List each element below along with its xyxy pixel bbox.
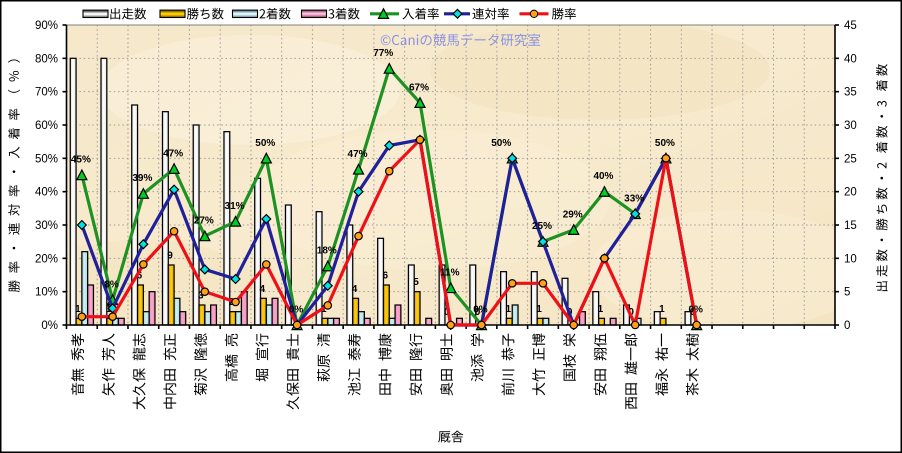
svg-text:10: 10 bbox=[844, 253, 857, 265]
svg-text:50%: 50% bbox=[255, 138, 275, 149]
svg-text:1: 1 bbox=[536, 304, 542, 315]
svg-text:0%: 0% bbox=[41, 320, 58, 332]
svg-text:0: 0 bbox=[475, 307, 481, 318]
svg-text:5: 5 bbox=[413, 277, 419, 288]
svg-text:6: 6 bbox=[382, 271, 388, 282]
svg-text:18%: 18% bbox=[317, 246, 337, 257]
svg-text:50%: 50% bbox=[655, 138, 675, 149]
svg-text:0: 0 bbox=[628, 307, 634, 318]
svg-text:50%: 50% bbox=[491, 138, 511, 149]
svg-text:25: 25 bbox=[844, 153, 857, 165]
svg-text:45: 45 bbox=[844, 20, 857, 32]
svg-text:40: 40 bbox=[844, 53, 857, 65]
svg-text:40%: 40% bbox=[593, 171, 613, 182]
svg-text:45%: 45% bbox=[71, 155, 91, 166]
svg-text:40%: 40% bbox=[35, 187, 58, 199]
svg-text:15: 15 bbox=[844, 220, 857, 232]
svg-text:47%: 47% bbox=[348, 149, 368, 160]
svg-text:1: 1 bbox=[598, 304, 604, 315]
svg-text:4: 4 bbox=[352, 284, 358, 295]
svg-text:10%: 10% bbox=[35, 287, 58, 299]
svg-text:0%: 0% bbox=[473, 305, 488, 316]
svg-text:80%: 80% bbox=[35, 53, 58, 65]
svg-text:6: 6 bbox=[137, 271, 143, 282]
svg-text:0%: 0% bbox=[688, 305, 703, 316]
svg-text:0%: 0% bbox=[289, 305, 304, 316]
svg-text:47%: 47% bbox=[163, 148, 183, 159]
svg-text:11%: 11% bbox=[440, 267, 460, 278]
svg-text:33%: 33% bbox=[624, 193, 644, 204]
svg-text:0: 0 bbox=[844, 320, 850, 332]
svg-text:20: 20 bbox=[844, 187, 857, 199]
svg-text:39%: 39% bbox=[132, 173, 152, 184]
svg-text:3: 3 bbox=[198, 291, 204, 302]
svg-text:60%: 60% bbox=[35, 120, 58, 132]
svg-text:31%: 31% bbox=[225, 201, 245, 212]
svg-text:35: 35 bbox=[844, 87, 857, 99]
svg-text:77%: 77% bbox=[373, 48, 393, 59]
svg-text:67%: 67% bbox=[409, 82, 429, 93]
svg-text:8%: 8% bbox=[104, 280, 119, 291]
svg-text:4: 4 bbox=[260, 284, 266, 295]
svg-text:25%: 25% bbox=[532, 221, 552, 232]
svg-text:1: 1 bbox=[505, 304, 511, 315]
svg-text:30: 30 bbox=[844, 120, 857, 132]
svg-text:70%: 70% bbox=[35, 87, 58, 99]
svg-text:50%: 50% bbox=[35, 153, 58, 165]
svg-text:0: 0 bbox=[444, 307, 450, 318]
svg-text:90%: 90% bbox=[35, 20, 58, 32]
svg-text:20%: 20% bbox=[35, 253, 58, 265]
svg-text:30%: 30% bbox=[35, 220, 58, 232]
svg-text:9: 9 bbox=[167, 251, 173, 262]
svg-text:29%: 29% bbox=[563, 209, 583, 220]
svg-text:1: 1 bbox=[75, 304, 81, 315]
svg-text:1: 1 bbox=[659, 304, 665, 315]
svg-text:27%: 27% bbox=[194, 216, 214, 227]
svg-text:5: 5 bbox=[844, 287, 850, 299]
